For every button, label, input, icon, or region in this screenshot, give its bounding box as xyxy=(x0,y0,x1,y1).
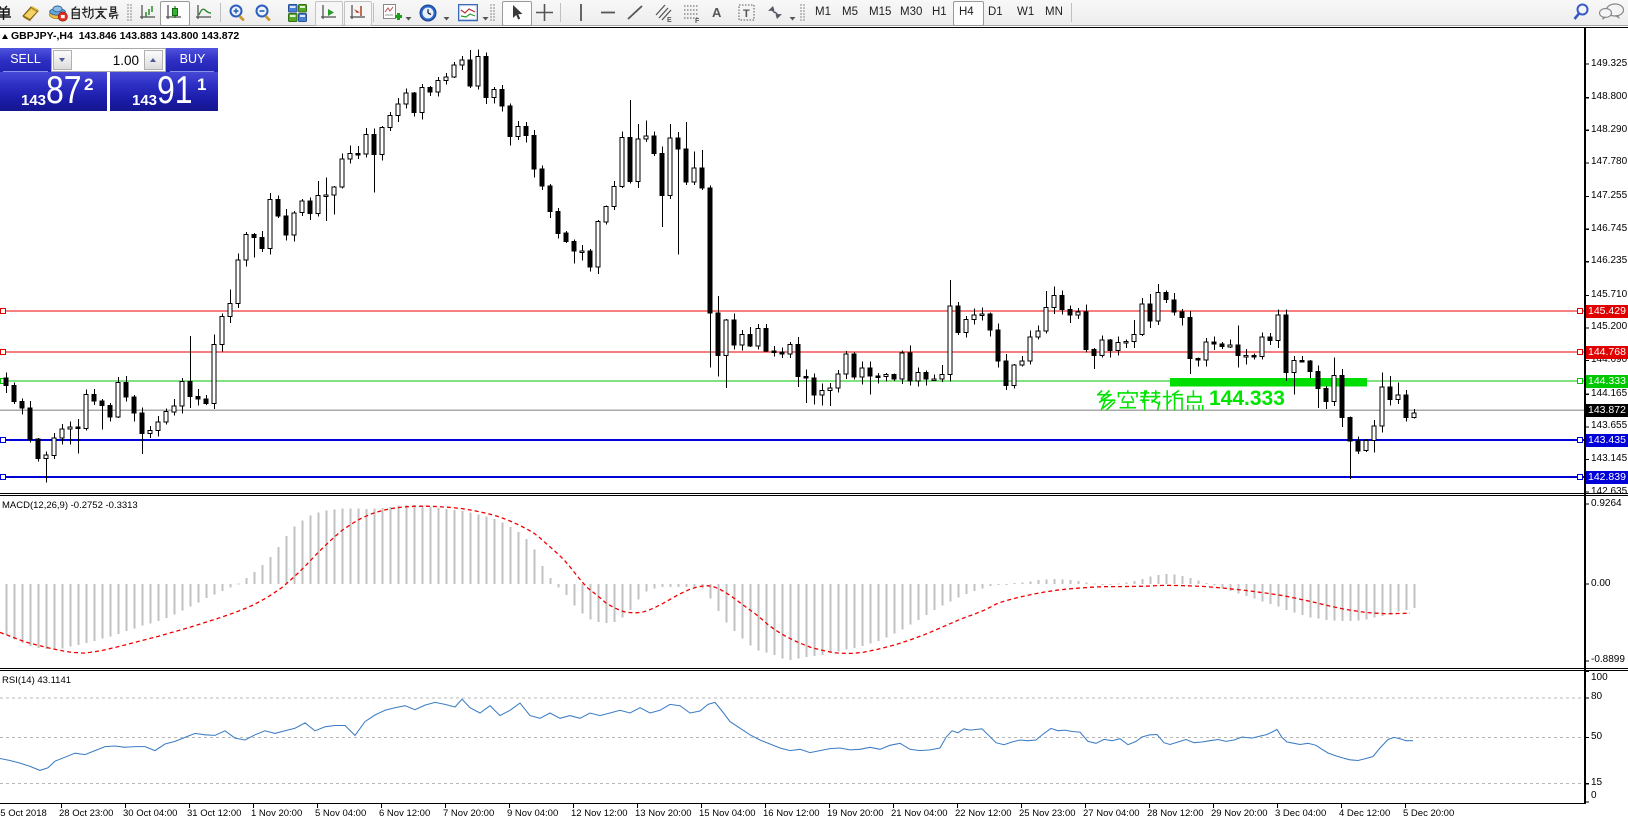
svg-text:F: F xyxy=(695,18,700,23)
svg-text:T: T xyxy=(743,8,750,20)
svg-text:E: E xyxy=(667,17,672,23)
